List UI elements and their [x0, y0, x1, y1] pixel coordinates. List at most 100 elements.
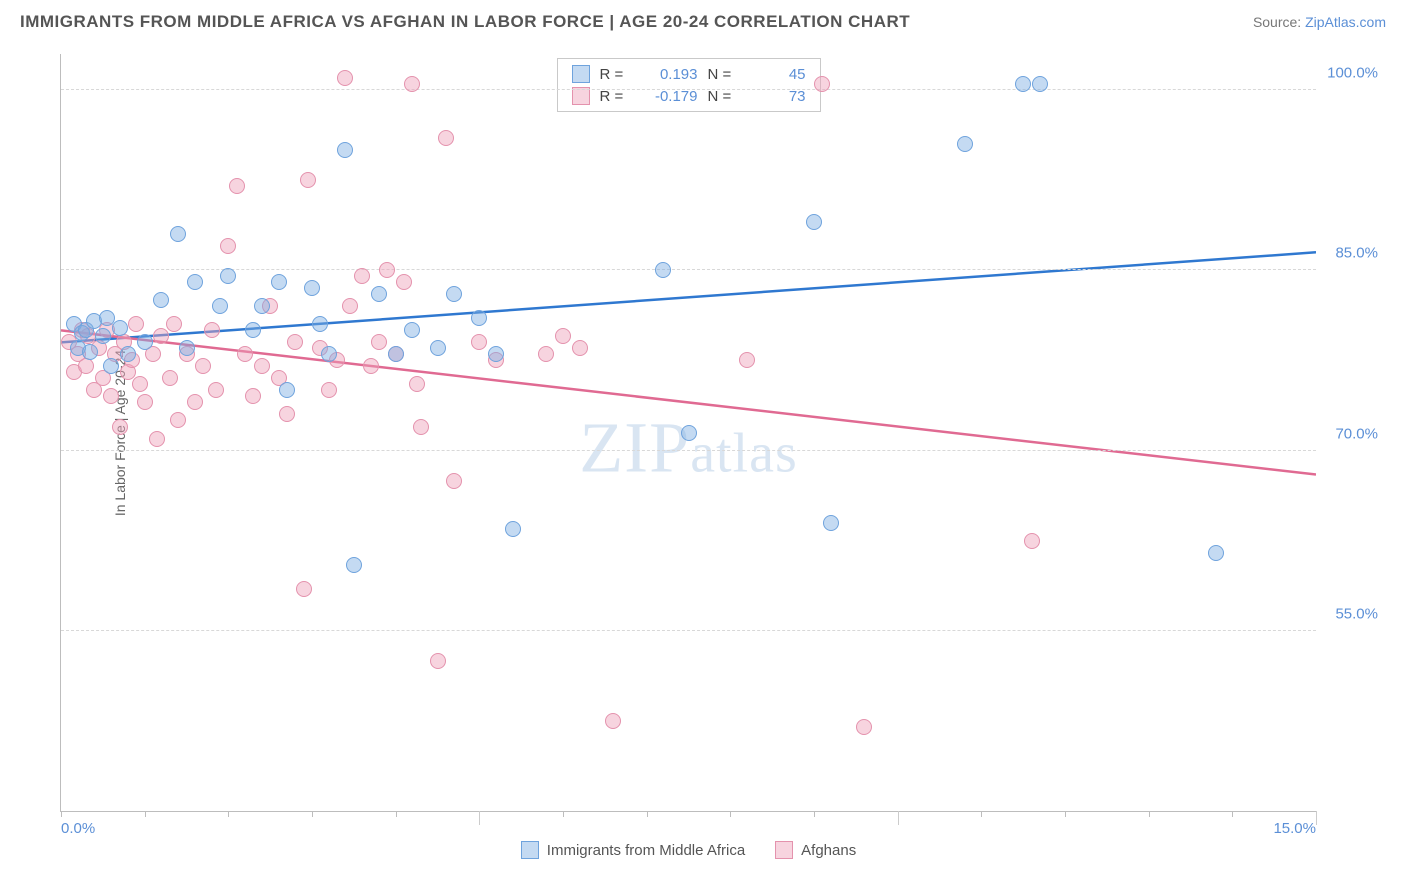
source-attribution: Source: ZipAtlas.com — [1253, 14, 1386, 30]
chart-area: In Labor Force | Age 20-24 ZIPatlas R = … — [20, 44, 1386, 872]
data-point-afghans — [237, 346, 253, 362]
x-tick-mark — [145, 811, 146, 817]
source-label: Source: — [1253, 14, 1301, 30]
data-point-afghans — [446, 473, 462, 489]
x-tick-label: 15.0% — [1273, 820, 1316, 837]
data-point-middle_africa — [212, 298, 228, 314]
data-point-afghans — [187, 394, 203, 410]
data-point-middle_africa — [220, 268, 236, 284]
data-point-afghans — [321, 382, 337, 398]
data-point-afghans — [856, 719, 872, 735]
data-point-middle_africa — [170, 226, 186, 242]
data-point-afghans — [413, 419, 429, 435]
legend-item-middle-africa: Immigrants from Middle Africa — [521, 841, 745, 859]
data-point-middle_africa — [388, 346, 404, 362]
source-link[interactable]: ZipAtlas.com — [1305, 14, 1386, 30]
data-point-afghans — [363, 358, 379, 374]
data-point-middle_africa — [1015, 76, 1031, 92]
data-point-middle_africa — [271, 274, 287, 290]
data-point-middle_africa — [371, 286, 387, 302]
data-point-afghans — [78, 358, 94, 374]
data-point-middle_africa — [179, 340, 195, 356]
data-point-middle_africa — [95, 328, 111, 344]
data-point-afghans — [404, 76, 420, 92]
data-point-middle_africa — [404, 322, 420, 338]
data-point-afghans — [814, 76, 830, 92]
data-point-middle_africa — [337, 142, 353, 158]
x-tick-label: 0.0% — [61, 820, 95, 837]
data-point-afghans — [739, 352, 755, 368]
data-point-middle_africa — [112, 320, 128, 336]
watermark: ZIPatlas — [579, 406, 798, 489]
data-point-afghans — [137, 394, 153, 410]
data-point-afghans — [195, 358, 211, 374]
x-tick-mark — [981, 811, 982, 817]
data-point-middle_africa — [321, 346, 337, 362]
data-point-afghans — [254, 358, 270, 374]
data-point-middle_africa — [304, 280, 320, 296]
data-point-afghans — [354, 268, 370, 284]
legend-item-afghans: Afghans — [775, 841, 856, 859]
data-point-middle_africa — [655, 262, 671, 278]
data-point-afghans — [162, 370, 178, 386]
data-point-afghans — [409, 376, 425, 392]
data-point-afghans — [379, 262, 395, 278]
data-point-middle_africa — [430, 340, 446, 356]
x-tick-mark — [814, 811, 815, 817]
data-point-afghans — [208, 382, 224, 398]
data-point-afghans — [555, 328, 571, 344]
x-tick-mark — [396, 811, 397, 817]
data-point-afghans — [153, 328, 169, 344]
data-point-middle_africa — [1032, 76, 1048, 92]
data-point-afghans — [149, 431, 165, 447]
data-point-afghans — [296, 581, 312, 597]
data-point-middle_africa — [137, 334, 153, 350]
legend-label-afghans: Afghans — [801, 842, 856, 859]
r-value-middle-africa: 0.193 — [642, 66, 698, 83]
data-point-afghans — [287, 334, 303, 350]
x-tick-mark — [563, 811, 564, 817]
data-point-middle_africa — [120, 346, 136, 362]
data-point-afghans — [204, 322, 220, 338]
data-point-afghans — [471, 334, 487, 350]
data-point-afghans — [112, 419, 128, 435]
data-point-afghans — [396, 274, 412, 290]
data-point-middle_africa — [82, 344, 98, 360]
data-point-middle_africa — [681, 425, 697, 441]
data-point-afghans — [572, 340, 588, 356]
data-point-middle_africa — [312, 316, 328, 332]
grid-line-h — [61, 630, 1316, 631]
legend-label-middle-africa: Immigrants from Middle Africa — [547, 842, 745, 859]
chart-title: IMMIGRANTS FROM MIDDLE AFRICA VS AFGHAN … — [20, 12, 910, 32]
x-tick-mark — [647, 811, 648, 817]
data-point-afghans — [229, 178, 245, 194]
grid-line-h — [61, 89, 1316, 90]
x-tick-mark — [1065, 811, 1066, 817]
data-point-afghans — [132, 376, 148, 392]
data-point-afghans — [279, 406, 295, 422]
chart-header: IMMIGRANTS FROM MIDDLE AFRICA VS AFGHAN … — [0, 0, 1406, 40]
data-point-afghans — [128, 316, 144, 332]
data-point-middle_africa — [505, 521, 521, 537]
data-point-middle_africa — [279, 382, 295, 398]
x-tick-mark — [228, 811, 229, 817]
y-tick-label: 55.0% — [1335, 605, 1378, 622]
x-tick-mark — [730, 811, 731, 817]
data-point-middle_africa — [254, 298, 270, 314]
watermark-zip: ZIP — [579, 407, 690, 487]
data-point-middle_africa — [806, 214, 822, 230]
data-point-afghans — [170, 412, 186, 428]
data-point-afghans — [245, 388, 261, 404]
x-major-grid — [898, 811, 899, 825]
data-point-middle_africa — [823, 515, 839, 531]
series-legend: Immigrants from Middle Africa Afghans — [61, 841, 1316, 859]
data-point-middle_africa — [957, 136, 973, 152]
plot-area: In Labor Force | Age 20-24 ZIPatlas R = … — [60, 54, 1316, 812]
data-point-afghans — [342, 298, 358, 314]
n-label: N = — [708, 66, 740, 83]
legend-swatch-middle-africa — [572, 65, 590, 83]
data-point-afghans — [371, 334, 387, 350]
data-point-middle_africa — [1208, 545, 1224, 561]
n-value-middle-africa: 45 — [750, 66, 806, 83]
x-tick-mark — [1232, 811, 1233, 817]
